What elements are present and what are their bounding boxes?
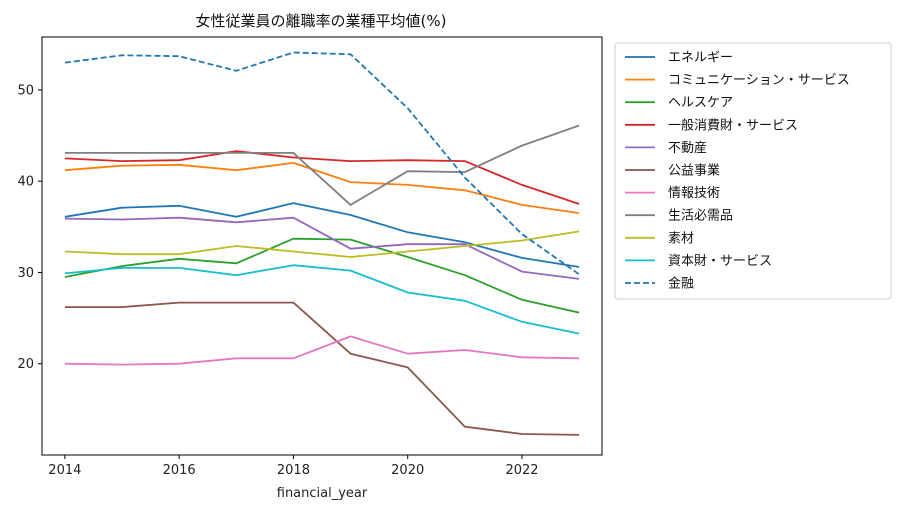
series-lines [64,51,580,436]
y-tick-label: 50 [17,83,34,98]
x-tick-label: 2022 [505,463,538,478]
legend-label: 情報技術 [668,186,720,201]
legend-label: 公益事業 [668,163,720,179]
legend-label: 一般消費財・サービス [668,117,798,133]
x-axis: 2014 2016 2018 2020 2022 [48,455,539,478]
legend-label: 素材 [668,231,694,246]
x-tick-label: 2018 [277,463,310,478]
series-line-4 [64,216,580,280]
legend-frame [614,42,892,300]
chart-title: 女性従業員の離職率の業種平均値(%) [196,12,447,30]
y-axis: 20 30 40 50 [17,83,42,372]
series-line-6 [64,335,580,366]
series-line-10 [64,51,580,276]
series-line-3 [64,150,580,205]
legend-label: コミュニケーション・サービス [668,73,850,88]
series-line-5 [64,301,580,436]
series-line-7 [64,124,580,206]
legend: エネルギーコミュニケーション・サービスヘルスケア一般消費財・サービス不動産公益事… [614,42,892,300]
series-line-0 [64,202,580,268]
series-line-8 [64,230,580,258]
y-tick-label: 30 [17,266,34,281]
legend-label: 資本財・サービス [668,254,772,269]
legend-label: エネルギー [668,51,733,66]
legend-label: 不動産 [668,140,707,156]
series-line-1 [64,161,580,214]
legend-label: 金融 [668,276,694,292]
x-axis-label: financial_year [277,486,368,501]
legend-label: 生活必需品 [668,209,733,224]
series-line-9 [64,264,580,335]
y-tick-label: 20 [17,357,34,372]
plot-area [41,36,603,456]
series-line-2 [64,237,580,314]
x-tick-label: 2014 [48,463,81,478]
y-tick-label: 40 [17,175,34,190]
legend-label: ヘルスケア [668,96,733,111]
x-tick-label: 2016 [163,463,196,478]
x-tick-label: 2020 [391,463,424,478]
